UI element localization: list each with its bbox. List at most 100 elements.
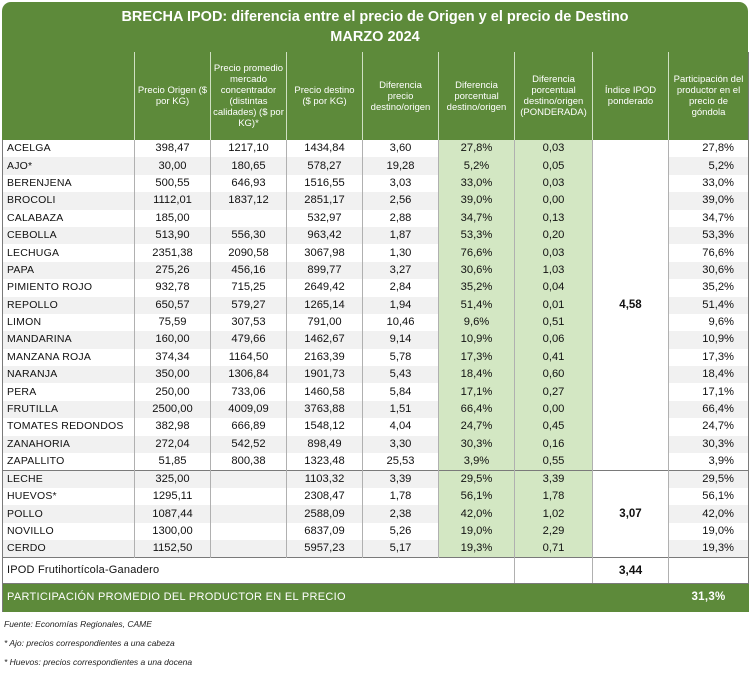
price-difference: 3,27 bbox=[362, 261, 439, 280]
destination-price: 1516,55 bbox=[286, 174, 363, 193]
title-line-2: MARZO 2024 bbox=[330, 29, 420, 45]
report-title: BRECHA IPOD: diferencia entre el precio … bbox=[2, 2, 748, 52]
table-row: LIMON 75,59 307,53 791,00 10,46 9,6% 0,51 9,6% bbox=[2, 313, 749, 332]
destination-price: 3763,88 bbox=[286, 400, 363, 419]
weighted-difference: 1,78 bbox=[514, 488, 593, 506]
weighted-difference: 1,02 bbox=[514, 505, 593, 523]
destination-price: 3067,98 bbox=[286, 244, 363, 262]
market-price: 542,52 bbox=[210, 435, 287, 454]
price-difference: 5,17 bbox=[362, 540, 439, 558]
market-price: 4009,09 bbox=[210, 400, 287, 419]
column-header: Participación del productor en el precio… bbox=[668, 52, 749, 140]
producer-share: 19,0% bbox=[668, 522, 749, 541]
market-price: 2090,58 bbox=[210, 244, 287, 262]
origin-price: 374,34 bbox=[134, 348, 211, 367]
market-price: 1306,84 bbox=[210, 366, 287, 384]
table-row: LECHE 325,00 1103,32 3,39 29,5% 3,39 3,07 29,5% bbox=[2, 470, 749, 558]
garlic-note: * Ajo: precios correspondientes a una ca… bbox=[4, 637, 175, 648]
product-name: BROCOLI bbox=[2, 192, 135, 210]
product-name: FRUTILLA bbox=[2, 400, 135, 419]
price-gap-table: Precio Origen ($ por KG) Precio promedio … bbox=[2, 52, 749, 612]
destination-price: 532,97 bbox=[286, 209, 363, 227]
product-name: NARANJA bbox=[2, 366, 135, 384]
destination-price: 791,00 bbox=[286, 313, 363, 332]
percent-difference: 5,2% bbox=[438, 157, 515, 175]
origin-price: 250,00 bbox=[134, 383, 211, 401]
origin-price: 650,57 bbox=[134, 296, 211, 314]
percent-difference: 3,9% bbox=[438, 453, 515, 471]
market-price: 307,53 bbox=[210, 313, 287, 332]
market-price: 479,66 bbox=[210, 331, 287, 349]
producer-share: 33,0% bbox=[668, 174, 749, 193]
percent-difference: 24,7% bbox=[438, 418, 515, 436]
price-difference: 5,43 bbox=[362, 366, 439, 384]
product-name: TOMATES REDONDOS bbox=[2, 418, 135, 436]
table-row: TOMATES REDONDOS 382,98 666,89 1548,12 4,04 2… bbox=[2, 418, 749, 436]
percent-difference: 17,3% bbox=[438, 348, 515, 367]
weighted-difference: 0,03 bbox=[514, 174, 593, 193]
origin-price: 325,00 bbox=[134, 470, 211, 489]
market-price bbox=[210, 470, 287, 489]
table-row: CALABAZA 185,00 532,97 2,88 34,7% 0,13 34,7% bbox=[2, 209, 749, 227]
producer-share: 30,3% bbox=[668, 435, 749, 454]
price-difference: 2,56 bbox=[362, 192, 439, 210]
source-note: Fuente: Economías Regionales, CAME bbox=[4, 618, 152, 629]
producer-share: 34,7% bbox=[668, 209, 749, 227]
destination-price: 578,27 bbox=[286, 157, 363, 175]
table-row: HUEVOS* 1295,11 2308,47 1,78 56,1% 1,78 56,1% bbox=[2, 488, 749, 506]
producer-share: 3,9% bbox=[668, 453, 749, 471]
percent-difference: 35,2% bbox=[438, 279, 515, 297]
producer-share: 29,5% bbox=[668, 470, 749, 489]
producer-share: 17,1% bbox=[668, 383, 749, 401]
product-name: MANZANA ROJA bbox=[2, 348, 135, 367]
destination-price: 1323,48 bbox=[286, 453, 363, 471]
price-difference: 5,26 bbox=[362, 522, 439, 541]
producer-share: 18,4% bbox=[668, 366, 749, 384]
market-price bbox=[210, 540, 287, 558]
origin-price: 513,90 bbox=[134, 226, 211, 245]
producer-share: 42,0% bbox=[668, 505, 749, 523]
column-header: Índice IPOD ponderado bbox=[592, 52, 669, 140]
percent-difference: 76,6% bbox=[438, 244, 515, 262]
percent-difference: 30,3% bbox=[438, 435, 515, 454]
weighted-difference: 0,55 bbox=[514, 453, 593, 471]
destination-price: 1462,67 bbox=[286, 331, 363, 349]
producer-share: 51,4% bbox=[668, 296, 749, 314]
producer-share: 30,6% bbox=[668, 261, 749, 280]
destination-price: 2308,47 bbox=[286, 488, 363, 506]
weighted-difference: 1,03 bbox=[514, 261, 593, 280]
market-price bbox=[210, 209, 287, 227]
header-row: Precio Origen ($ por KG) Precio promedio … bbox=[2, 52, 749, 140]
weighted-difference: 0,01 bbox=[514, 296, 593, 314]
price-difference: 1,94 bbox=[362, 296, 439, 314]
total-ipod-value: 3,44 bbox=[592, 557, 669, 585]
origin-price: 272,04 bbox=[134, 435, 211, 454]
price-difference: 3,03 bbox=[362, 174, 439, 193]
producer-share: 27,8% bbox=[668, 140, 749, 158]
origin-price: 350,00 bbox=[134, 366, 211, 384]
producer-share: 39,0% bbox=[668, 192, 749, 210]
percent-difference: 34,7% bbox=[438, 209, 515, 227]
percent-difference: 51,4% bbox=[438, 296, 515, 314]
destination-price: 1901,73 bbox=[286, 366, 363, 384]
table-row: AJO* 30,00 180,65 578,27 19,28 5,2% 0,05 5,2% bbox=[2, 157, 749, 175]
percent-difference: 10,9% bbox=[438, 331, 515, 349]
destination-price: 6837,09 bbox=[286, 522, 363, 541]
weighted-difference: 0,51 bbox=[514, 313, 593, 332]
price-difference: 3,39 bbox=[362, 470, 439, 489]
weighted-difference: 0,03 bbox=[514, 140, 593, 158]
market-price: 1837,12 bbox=[210, 192, 287, 210]
footnotes: Fuente: Economías Regionales, CAME * Ajo… bbox=[2, 619, 748, 668]
destination-price: 899,77 bbox=[286, 261, 363, 280]
product-name: LIMON bbox=[2, 313, 135, 332]
market-price bbox=[210, 522, 287, 541]
weighted-difference: 2,29 bbox=[514, 522, 593, 541]
origin-price: 932,78 bbox=[134, 279, 211, 297]
market-price: 666,89 bbox=[210, 418, 287, 436]
origin-price: 1300,00 bbox=[134, 522, 211, 541]
price-difference: 2,84 bbox=[362, 279, 439, 297]
column-header: Precio promedio mercado concentrador (di… bbox=[210, 52, 287, 140]
producer-share: 17,3% bbox=[668, 348, 749, 367]
table-row: NOVILLO 1300,00 6837,09 5,26 19,0% 2,29 19,0% bbox=[2, 522, 749, 541]
weighted-difference: 0,06 bbox=[514, 331, 593, 349]
